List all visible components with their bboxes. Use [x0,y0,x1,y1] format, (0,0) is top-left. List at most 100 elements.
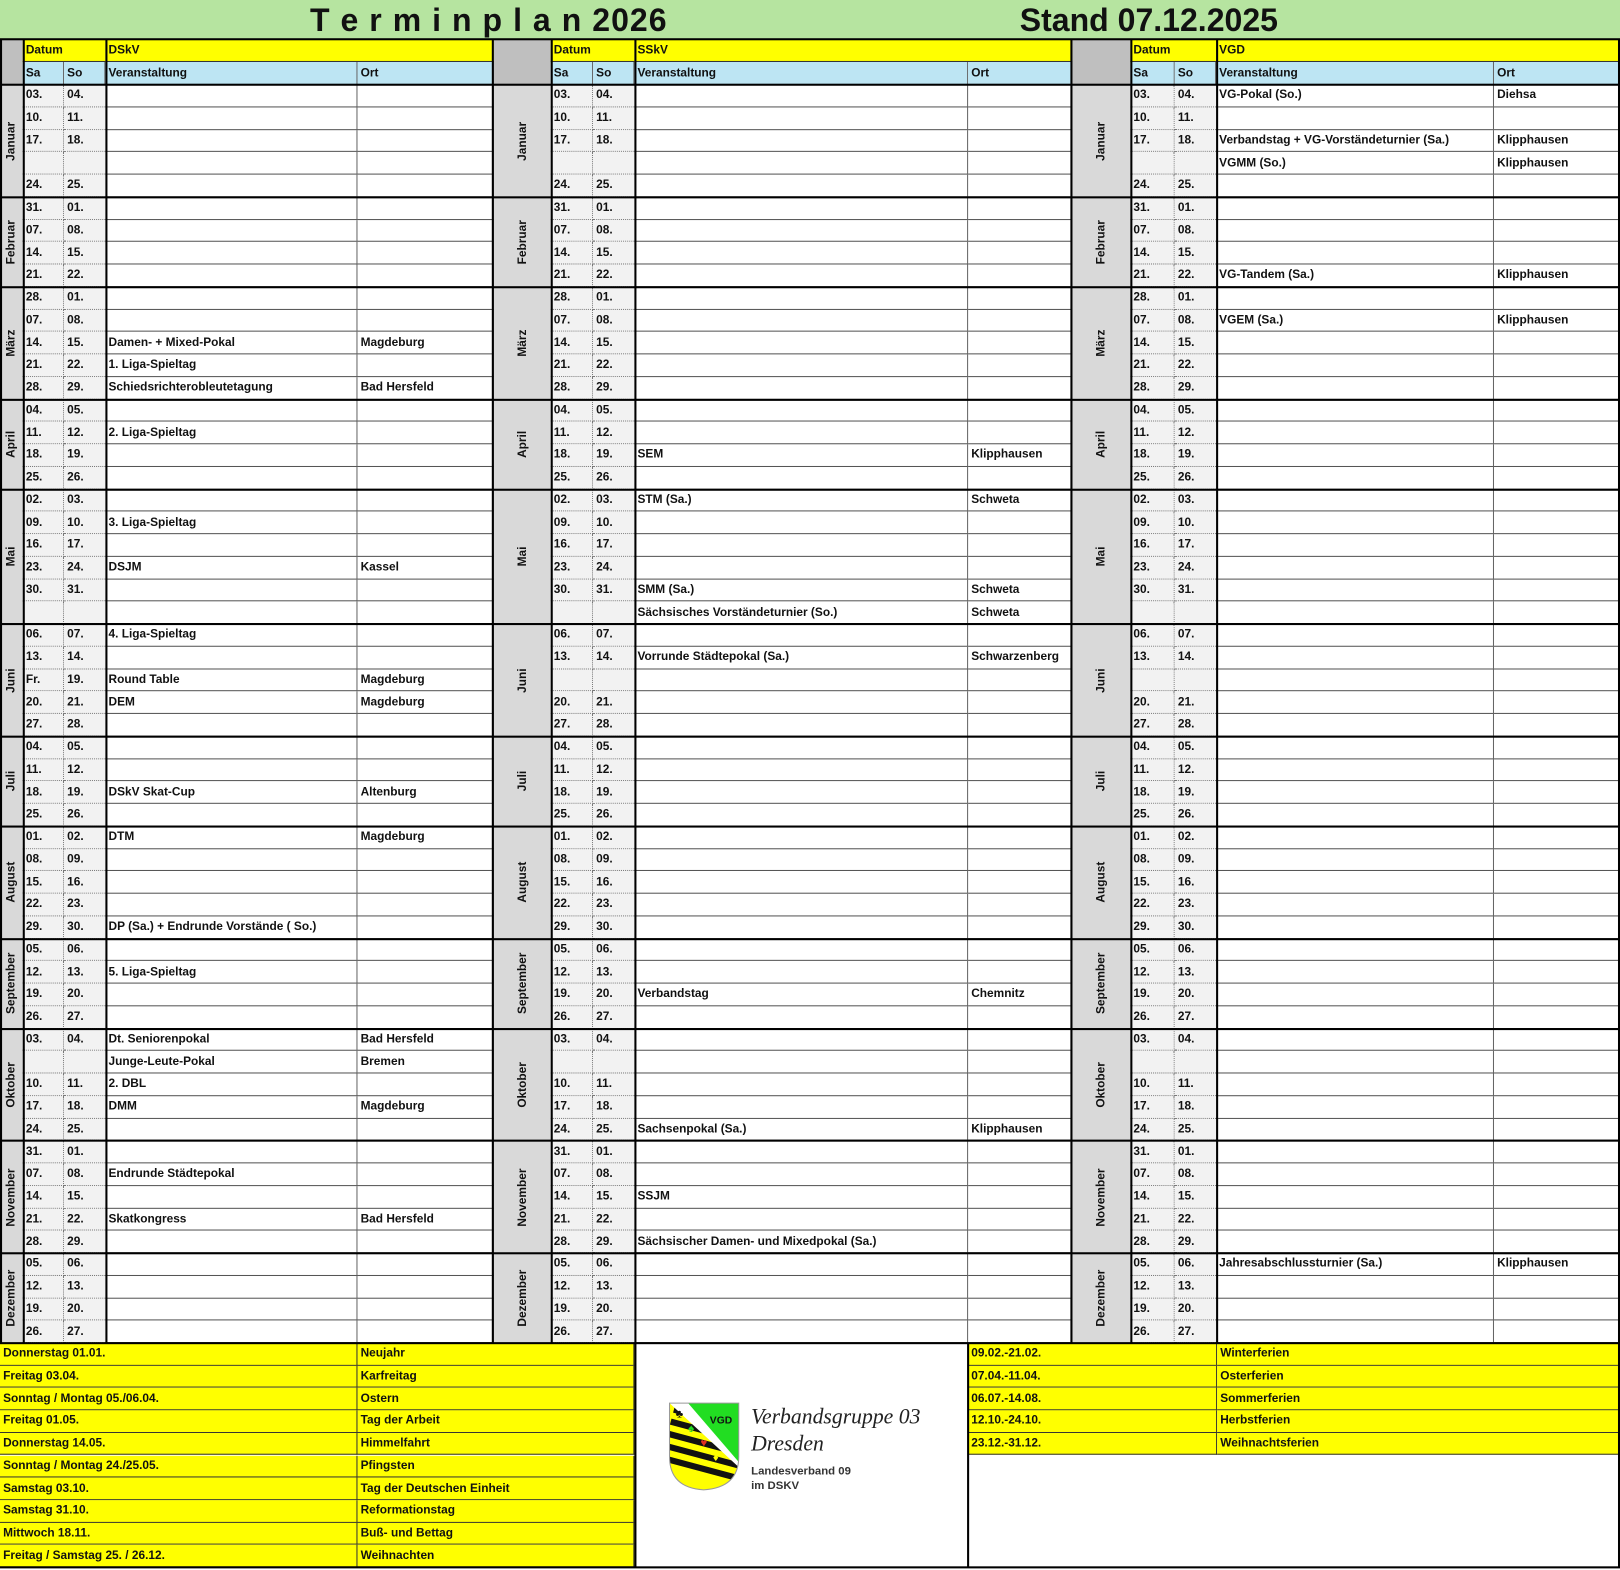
event-cell-dskv[interactable] [105,646,358,669]
event-cell-dskv[interactable] [105,1230,358,1254]
event-cell-sskv[interactable]: SEM [634,444,969,467]
event-cell-sskv[interactable] [634,286,969,310]
event-cell-vgd[interactable] [1216,421,1495,445]
event-cell-vgd[interactable] [1216,489,1495,512]
event-cell-dskv[interactable] [105,84,358,108]
location-cell-sskv[interactable] [968,286,1073,310]
event-cell-sskv[interactable] [634,826,969,849]
event-cell-dskv[interactable]: Dt. Seniorenpokal [105,1028,358,1052]
event-cell-sskv[interactable]: STM (Sa.) [634,489,969,512]
location-cell-sskv[interactable] [968,938,1073,962]
location-cell-sskv[interactable] [968,556,1073,580]
location-cell-vgd[interactable]: Klipphausen [1494,1253,1620,1276]
event-cell-dskv[interactable]: 2. DBL [105,1073,358,1096]
location-cell-sskv[interactable] [968,803,1073,827]
event-cell-dskv[interactable] [105,242,358,265]
event-cell-sskv[interactable] [634,1298,969,1321]
event-cell-dskv[interactable]: DMM [105,1095,358,1119]
event-cell-dskv[interactable] [105,1140,358,1164]
event-cell-sskv[interactable] [634,624,969,647]
event-cell-sskv[interactable] [634,713,969,737]
event-cell-dskv[interactable]: 1. Liga-Spieltag [105,354,358,377]
event-cell-vgd[interactable]: VGEM (Sa.) [1216,309,1495,332]
event-cell-sskv[interactable] [634,1051,969,1074]
location-cell-dskv[interactable] [357,1006,494,1029]
event-cell-vgd[interactable] [1216,174,1495,198]
location-cell-sskv[interactable]: Schweta [968,579,1073,602]
location-cell-vgd[interactable] [1494,1163,1620,1186]
event-cell-vgd[interactable] [1216,1298,1495,1321]
event-cell-dskv[interactable]: DP (Sa.) + Endrunde Vorstände ( So.) [105,916,358,939]
location-cell-dskv[interactable] [357,1073,494,1096]
location-cell-dskv[interactable] [357,197,494,220]
location-cell-vgd[interactable] [1494,1006,1620,1029]
location-cell-sskv[interactable] [968,826,1073,849]
location-cell-vgd[interactable] [1494,1275,1620,1299]
location-cell-sskv[interactable] [968,1230,1073,1254]
event-cell-dskv[interactable]: Junge-Leute-Pokal [105,1051,358,1074]
location-cell-sskv[interactable] [968,376,1073,400]
event-cell-dskv[interactable]: Skatkongress [105,1208,358,1231]
location-cell-sskv[interactable] [968,1051,1073,1074]
location-cell-dskv[interactable] [357,354,494,377]
event-cell-sskv[interactable] [634,961,969,984]
event-cell-sskv[interactable]: Sächsisches Vorständeturnier (So.) [634,601,969,625]
location-cell-dskv[interactable] [357,1253,494,1276]
event-cell-dskv[interactable] [105,466,358,490]
event-cell-vgd[interactable] [1216,961,1495,984]
location-cell-dskv[interactable]: Bad Hersfeld [357,1028,494,1052]
location-cell-dskv[interactable] [357,624,494,647]
location-cell-sskv[interactable] [968,736,1073,759]
location-cell-sskv[interactable] [968,1208,1073,1231]
location-cell-dskv[interactable] [357,916,494,939]
location-cell-dskv[interactable] [357,242,494,265]
event-cell-sskv[interactable] [634,803,969,827]
event-cell-sskv[interactable] [634,219,969,243]
location-cell-dskv[interactable] [357,1185,494,1209]
location-cell-sskv[interactable] [968,1320,1073,1344]
location-cell-dskv[interactable] [357,1118,494,1141]
location-cell-vgd[interactable] [1494,1051,1620,1074]
event-cell-sskv[interactable] [634,691,969,714]
location-cell-sskv[interactable] [968,511,1073,535]
location-cell-dskv[interactable] [357,466,494,490]
event-cell-dskv[interactable] [105,107,358,130]
location-cell-vgd[interactable] [1494,286,1620,310]
location-cell-sskv[interactable] [968,331,1073,355]
location-cell-dskv[interactable] [357,489,494,512]
event-cell-dskv[interactable] [105,983,358,1007]
location-cell-dskv[interactable]: Magdeburg [357,331,494,355]
location-cell-dskv[interactable] [357,84,494,108]
event-cell-dskv[interactable]: DSJM [105,556,358,580]
location-cell-sskv[interactable] [968,242,1073,265]
event-cell-vgd[interactable] [1216,1118,1495,1141]
location-cell-dskv[interactable] [357,1275,494,1299]
event-cell-vgd[interactable] [1216,1185,1495,1209]
location-cell-sskv[interactable] [968,848,1073,872]
event-cell-dskv[interactable] [105,893,358,917]
event-cell-sskv[interactable] [634,1320,969,1344]
location-cell-dskv[interactable]: Altenburg [357,781,494,804]
location-cell-sskv[interactable] [968,624,1073,647]
location-cell-sskv[interactable] [968,421,1073,445]
event-cell-dskv[interactable] [105,871,358,894]
location-cell-dskv[interactable] [357,579,494,602]
location-cell-vgd[interactable] [1494,646,1620,669]
event-cell-sskv[interactable] [634,1275,969,1299]
event-cell-vgd[interactable] [1216,938,1495,962]
location-cell-dskv[interactable] [357,399,494,422]
location-cell-dskv[interactable]: Magdeburg [357,826,494,849]
event-cell-dskv[interactable] [105,803,358,827]
event-cell-dskv[interactable] [105,713,358,737]
location-cell-vgd[interactable] [1494,713,1620,737]
location-cell-dskv[interactable] [357,713,494,737]
location-cell-vgd[interactable] [1494,893,1620,917]
location-cell-vgd[interactable] [1494,916,1620,939]
location-cell-vgd[interactable] [1494,219,1620,243]
location-cell-dskv[interactable] [357,129,494,153]
event-cell-vgd[interactable] [1216,893,1495,917]
event-cell-vgd[interactable] [1216,219,1495,243]
event-cell-vgd[interactable] [1216,1320,1495,1344]
event-cell-vgd[interactable] [1216,826,1495,849]
event-cell-sskv[interactable] [634,871,969,894]
